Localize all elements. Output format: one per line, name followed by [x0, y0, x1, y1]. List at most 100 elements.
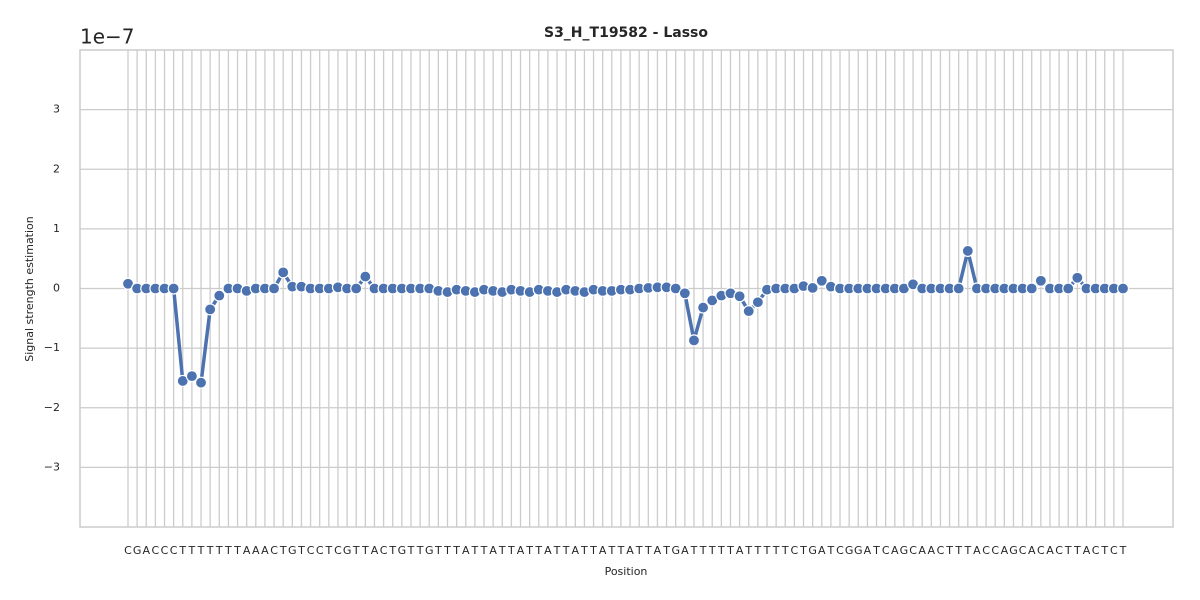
x-tick-label: A — [489, 544, 497, 557]
x-tick-label: A — [1083, 544, 1091, 557]
x-tick-label: T — [525, 544, 533, 557]
y-tick-label: 2 — [53, 162, 60, 175]
series-line — [127, 249, 1123, 385]
x-tick-label: C — [334, 544, 342, 557]
x-tick-label: T — [589, 544, 597, 557]
data-point — [194, 376, 208, 389]
x-tick-label: C — [316, 544, 324, 557]
x-tick-label: A — [891, 544, 899, 557]
x-tick-label: T — [197, 544, 205, 557]
x-tick-label: G — [900, 544, 909, 557]
x-tick-label: C — [152, 544, 160, 557]
x-tick-label: A — [928, 544, 936, 557]
data-point — [806, 281, 819, 295]
y-tick-label: 3 — [53, 103, 60, 116]
x-tick-label: T — [452, 544, 460, 557]
x-tick-label: T — [352, 544, 360, 557]
x-tick-label: T — [717, 544, 725, 557]
x-tick-label: T — [781, 544, 789, 557]
x-tick-label: A — [1046, 544, 1054, 557]
x-tick-label: C — [270, 544, 278, 557]
x-tick-label: T — [753, 544, 761, 557]
x-tick-label: C — [1055, 544, 1063, 557]
x-tick-label: T — [772, 544, 780, 557]
data-point — [1116, 282, 1130, 295]
data-point — [1025, 282, 1038, 295]
x-tick-label: C — [1019, 544, 1027, 557]
x-tick-label: T — [744, 544, 752, 557]
y-tick-label: 0 — [53, 282, 60, 295]
x-tick-label: T — [617, 544, 625, 557]
x-tick-label: C — [836, 544, 844, 557]
data-point — [1071, 271, 1084, 284]
data-point — [742, 305, 755, 318]
chart-title: S3_H_T19582 - Lasso — [544, 25, 708, 41]
x-tick-label: A — [918, 544, 926, 557]
x-tick-label: T — [644, 544, 652, 557]
x-tick-label: A — [626, 544, 634, 557]
data-point — [815, 274, 828, 287]
data-point — [687, 334, 701, 347]
x-tick-label: C — [937, 544, 945, 557]
x-tick-label: C — [1110, 544, 1118, 557]
x-tick-label: G — [398, 544, 407, 557]
x-tick-label: A — [572, 544, 580, 557]
x-tick-label: A — [736, 544, 744, 557]
x-tick-label: T — [799, 544, 807, 557]
x-tick-label: G — [1009, 544, 1018, 557]
x-tick-label: T — [279, 544, 287, 557]
x-tick-label: G — [854, 544, 863, 557]
data-point — [204, 303, 217, 316]
x-tick-label: G — [845, 544, 854, 557]
x-tick-label: T — [224, 544, 232, 557]
x-tick-label: A — [371, 544, 379, 557]
x-tick-label: C — [882, 544, 890, 557]
x-tick-label: T — [233, 544, 241, 557]
data-point — [350, 282, 363, 295]
x-tick-label: C — [991, 544, 999, 557]
data-point — [678, 287, 691, 300]
x-tick-label: T — [434, 544, 442, 557]
x-tick-label: T — [324, 544, 332, 557]
x-tick-label: T — [699, 544, 707, 557]
data-point — [277, 266, 290, 279]
x-tick-label: G — [343, 544, 352, 557]
x-tick-label: A — [544, 544, 552, 557]
data-point — [733, 290, 746, 303]
x-tick-label: T — [607, 544, 615, 557]
x-tick-label: G — [425, 544, 434, 557]
x-tick-label: G — [671, 544, 680, 557]
x-tick-label: A — [252, 544, 260, 557]
plot-frame — [79, 49, 1174, 528]
offset-text: 1e−7 — [80, 25, 135, 49]
y-tick-label: 1 — [53, 222, 60, 235]
x-tick-label: C — [124, 544, 132, 557]
x-tick-label: A — [517, 544, 525, 557]
data-point — [267, 282, 281, 295]
x-tick-label: T — [188, 544, 196, 557]
x-tick-label: T — [690, 544, 698, 557]
x-tick-label: T — [708, 544, 716, 557]
x-tick-label: T — [827, 544, 835, 557]
y-tick-label: −1 — [44, 341, 60, 354]
x-tick-label: A — [818, 544, 826, 557]
x-tick-label: T — [388, 544, 396, 557]
x-axis-label: Position — [605, 565, 648, 578]
x-tick-label: C — [982, 544, 990, 557]
x-tick-label: G — [133, 544, 142, 557]
x-tick-label: T — [963, 544, 971, 557]
x-tick-label: T — [945, 544, 953, 557]
x-tick-label: T — [534, 544, 542, 557]
x-tick-label: T — [361, 544, 369, 557]
data-point — [167, 282, 180, 295]
x-tick-label: T — [443, 544, 451, 557]
x-tick-label: C — [909, 544, 917, 557]
x-tick-label: T — [215, 544, 223, 557]
data-point — [696, 301, 710, 314]
x-tick-label: A — [462, 544, 470, 557]
x-tick-label: T — [178, 544, 186, 557]
x-tick-label: T — [580, 544, 588, 557]
x-tick-label: C — [307, 544, 315, 557]
x-tick-label: A — [1001, 544, 1009, 557]
